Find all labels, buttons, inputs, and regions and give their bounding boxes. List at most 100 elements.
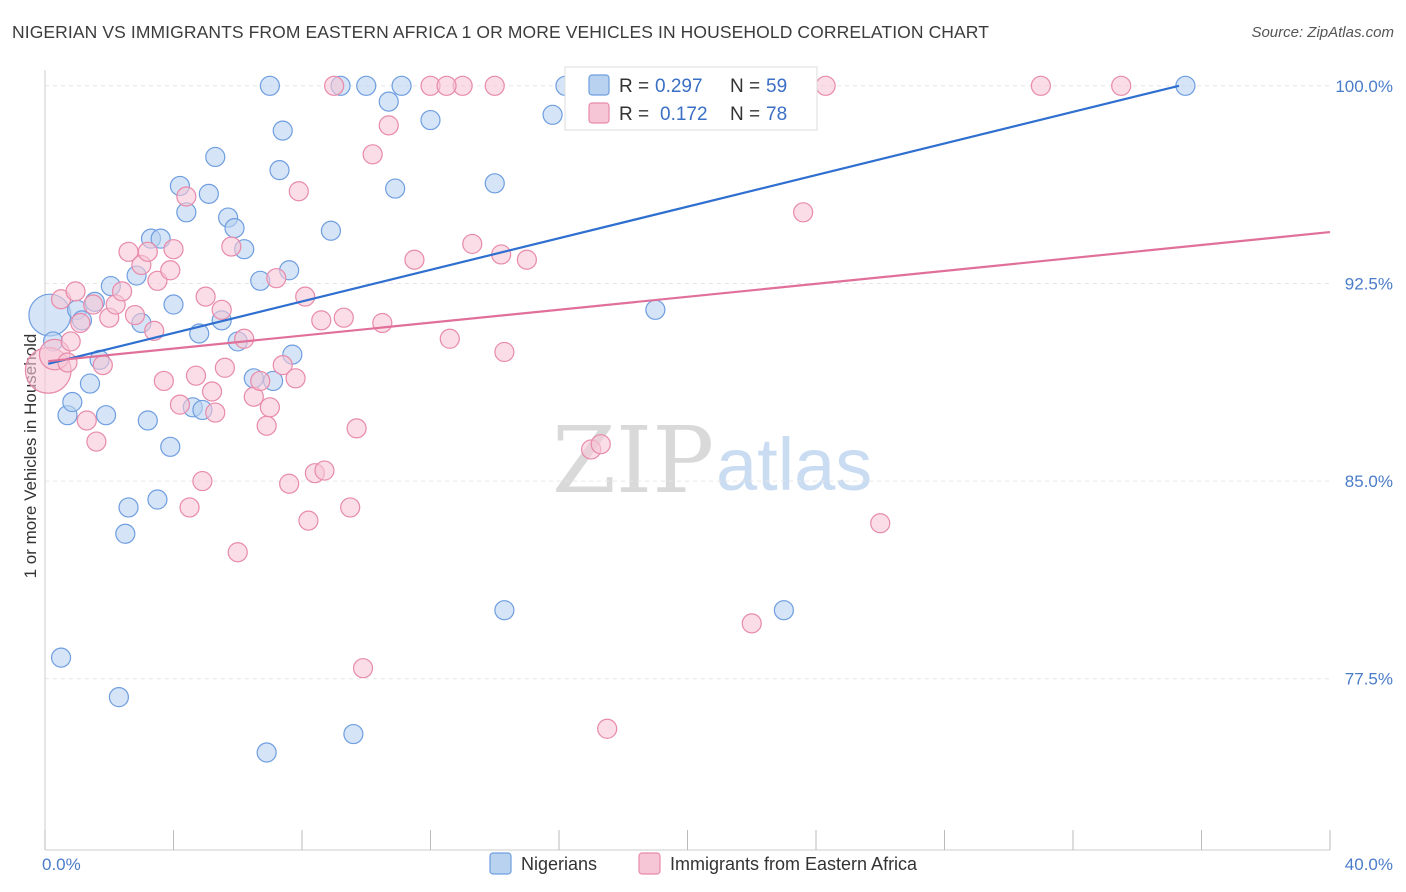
point-series1-46 (298, 510, 319, 531)
point-series0-37 (259, 75, 280, 96)
point-series1-31 (211, 299, 232, 320)
point-series0-43 (320, 220, 342, 241)
point-series0-58 (108, 687, 129, 708)
point-series0-2 (50, 647, 72, 668)
point-series1-40 (266, 268, 287, 289)
point-series1-52 (340, 497, 361, 518)
point-series0-36 (256, 742, 277, 763)
point-series1-23 (169, 394, 191, 415)
chart-source: Source: ZipAtlas.com (1251, 24, 1394, 41)
point-series1-62 (462, 233, 483, 255)
point-series1-20 (153, 370, 174, 392)
legend-n-value-1: 59 (766, 76, 787, 97)
legend-r-label-2: R = (619, 104, 649, 125)
point-series1-54 (352, 658, 374, 679)
point-series0-56 (773, 600, 794, 621)
point-series1-6 (70, 312, 91, 334)
stats-legend: R = 0.297 N = 59 R = 0.172 N = 78 (564, 66, 818, 131)
point-series0-7 (79, 373, 101, 394)
point-series0-13 (118, 497, 139, 518)
point-series1-68 (590, 434, 611, 455)
point-series1-4 (60, 331, 81, 352)
point-series0-40 (272, 120, 293, 141)
point-series0-51 (484, 173, 505, 194)
trend-line-series1 (48, 230, 1331, 363)
point-series1-75 (1030, 75, 1051, 96)
point-series1-32 (214, 357, 235, 378)
legend-n-value-2: 78 (766, 104, 787, 125)
point-series0-27 (198, 183, 219, 204)
point-series1-70 (741, 613, 762, 634)
point-series0-55 (645, 299, 666, 320)
point-series0-48 (385, 178, 406, 199)
point-series0-21 (163, 294, 184, 315)
point-series1-48 (311, 310, 332, 331)
point-series1-55 (362, 144, 383, 165)
point-series1-60 (439, 328, 460, 349)
y-tick-label-0: 100.0% (1335, 77, 1393, 96)
point-series1-69 (597, 718, 618, 739)
bottom-legend-label-eastafrica: Immigrants from Eastern Africa (670, 854, 918, 874)
point-series1-10 (92, 355, 113, 376)
point-series0-47 (378, 91, 399, 112)
point-series1-3 (57, 352, 78, 373)
x-tick-label-0: 0.0% (42, 855, 81, 874)
point-series1-63 (484, 75, 505, 96)
point-series0-31 (224, 218, 245, 239)
point-series1-15 (124, 304, 146, 326)
point-series1-28 (195, 286, 216, 307)
watermark: ZIP atlas (552, 407, 872, 514)
legend-r-value-1: 0.297 (655, 76, 703, 97)
point-series1-7 (76, 410, 97, 431)
point-series1-5 (65, 281, 86, 302)
point-series1-72 (793, 202, 814, 223)
point-series0-45 (343, 723, 364, 745)
point-series1-56 (372, 312, 393, 334)
point-series1-29 (201, 381, 223, 402)
point-series1-17 (137, 241, 158, 262)
point-series1-30 (205, 402, 226, 423)
point-series0-53 (542, 104, 563, 125)
point-series1-42 (279, 473, 300, 494)
watermark-atlas: atlas (716, 423, 872, 506)
chart-title: NIGERIAN VS IMMIGRANTS FROM EASTERN AFRI… (12, 22, 990, 42)
point-series1-74 (870, 513, 891, 534)
point-series1-51 (333, 307, 354, 328)
point-series1-44 (288, 181, 309, 202)
watermark-zip: ZIP (552, 407, 714, 514)
point-series1-34 (227, 542, 248, 563)
legend-swatch-nigerians (588, 74, 610, 96)
point-series1-33 (221, 236, 242, 257)
point-series1-38 (256, 415, 277, 436)
point-series0-12 (115, 523, 136, 544)
point-series0-52 (494, 600, 515, 621)
y-axis-label: 1 or more Vehicles in Household (21, 334, 40, 579)
trend-line-series0 (47, 84, 1180, 365)
point-series1-27 (192, 470, 213, 492)
point-series1-26 (185, 365, 207, 386)
point-series1-58 (404, 249, 425, 270)
legend-swatch-eastafrica (588, 102, 610, 124)
point-series1-21 (160, 260, 181, 281)
legend-n-label-1: N = (730, 76, 760, 97)
point-series1-8 (83, 294, 104, 315)
point-series1-43 (285, 368, 306, 389)
legend-r-label-1: R = (619, 76, 649, 97)
point-series1-9 (86, 431, 107, 452)
point-series1-37 (250, 370, 271, 392)
point-series1-39 (259, 397, 280, 418)
point-series1-41 (272, 355, 293, 376)
legend-n-label-2: N = (730, 104, 760, 125)
point-series1-65 (494, 341, 515, 363)
point-series0-20 (160, 436, 181, 457)
grid-lines (45, 85, 1330, 680)
point-series1-13 (111, 281, 133, 302)
point-series1-77 (436, 75, 457, 96)
point-series1-49 (314, 460, 335, 481)
point-series0-39 (269, 160, 290, 181)
bottom-legend-label-nigerians: Nigerians (521, 854, 597, 874)
point-series0-18 (147, 489, 168, 510)
y-tick-label-2: 85.0% (1345, 472, 1393, 491)
point-series0-4 (62, 391, 83, 413)
